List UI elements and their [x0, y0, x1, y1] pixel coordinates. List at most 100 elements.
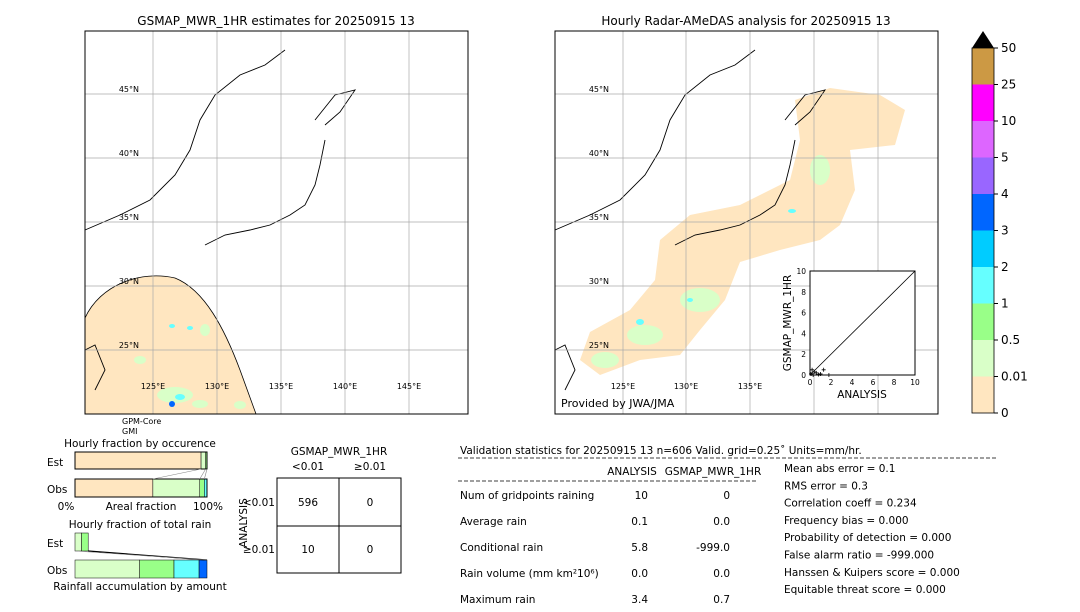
lon-label: 130°E [205, 382, 229, 391]
colorbar-tick-label: 50 [1001, 41, 1016, 55]
lat-label: 45°N [119, 85, 139, 94]
lat-label: 25°N [589, 341, 609, 350]
stat-label: Rain volume (mm km²10⁶) [460, 568, 599, 580]
scatter-ytick: 2 [801, 350, 806, 359]
scatter-ytick: 0 [801, 371, 806, 380]
colorbar-tick-label: 0 [1001, 406, 1009, 420]
connector-line [204, 468, 208, 480]
right-map-title: Hourly Radar-AMeDAS analysis for 2025091… [601, 14, 890, 28]
lon-label: 140°E [333, 382, 357, 391]
scatter-ytick: 8 [801, 288, 806, 297]
scatter-xtick: 4 [850, 378, 855, 387]
colorbar-segment [972, 267, 994, 304]
colorbar-segment [972, 340, 994, 377]
cell: 0 [367, 544, 374, 556]
scatter-point [812, 369, 817, 374]
colorbar-segment [972, 303, 994, 340]
occurrence-row-est: Est [47, 457, 63, 469]
total-rain-title: Hourly fraction of total rain [69, 519, 212, 531]
left-gridlines [85, 31, 468, 414]
stat-gsmap: -999.0 [696, 542, 730, 554]
scatter-ylabel: GSMAP_MWR_1HR [782, 275, 794, 371]
colorbar-tick-label: 10 [1001, 114, 1016, 128]
connector-line [152, 468, 202, 480]
colorbar-segment [972, 194, 994, 231]
colorbar-segment [972, 157, 994, 194]
stat-analysis: 0.0 [631, 568, 648, 580]
one-to-one-line [809, 270, 916, 376]
scatter-xtick: 0 [808, 378, 813, 387]
col-header: <0.01 [292, 461, 324, 473]
colorbar-segment [972, 121, 994, 158]
cell: 596 [298, 497, 318, 509]
col-header: ≥0.01 [354, 461, 386, 473]
stat-analysis: 0.1 [631, 516, 648, 528]
col-header: GSMAP_MWR_1HR [665, 466, 761, 478]
connector-line [74, 550, 208, 561]
stat-label: Conditional rain [460, 542, 543, 554]
sensor-label: GPM-Core [122, 417, 161, 426]
occurrence-obs-frame [74, 478, 208, 498]
lat-label: 30°N [119, 277, 139, 286]
scatter-point [814, 370, 819, 375]
contingency-table: GSMAP_MWR_1HR <0.01 ≥0.01 <0.01 ≥0.01 AN… [238, 446, 402, 574]
total-rain-obs-segment [173, 559, 200, 579]
scatter-point [811, 373, 816, 377]
colorbar-segment [972, 230, 994, 267]
row-header: <0.01 [243, 497, 275, 509]
total-rain-row-obs: Obs [47, 565, 67, 577]
connector-line [199, 468, 206, 480]
colorbar-segment [972, 84, 994, 121]
colorbar-extend-arrow [972, 31, 994, 48]
scatter-point [816, 372, 821, 377]
lon-label: 125°E [611, 382, 635, 391]
scatter-xlabel: ANALYSIS [837, 389, 887, 401]
lon-label: 145°E [397, 382, 421, 391]
total-rain-est-segment [81, 532, 89, 552]
total-rain-xlabel: Rainfall accumulation by amount [53, 581, 226, 593]
cell: 0 [367, 497, 374, 509]
occurrence-est-frame [74, 451, 208, 470]
occurrence-title: Hourly fraction by occurence [64, 438, 216, 450]
score-line: RMS error = 0.3 [784, 480, 868, 492]
score-line: Frequency bias = 0.000 [784, 515, 909, 527]
scatter-point [818, 371, 823, 376]
scatter-xtick: 8 [892, 378, 897, 387]
colorbar-segment [972, 376, 994, 413]
lat-label: 35°N [589, 213, 609, 222]
colorbar-tick-label: 5 [1001, 151, 1009, 165]
scatter-xtick: 2 [829, 378, 834, 387]
lon-label: 135°E [738, 382, 762, 391]
total-rain-obs-segment [198, 559, 208, 579]
lon-label: 125°E [141, 382, 165, 391]
score-line: False alarm ratio = -999.000 [784, 550, 934, 562]
occurrence-est-segment [74, 451, 202, 470]
stat-analysis: 10 [635, 490, 648, 502]
scatter-xtick: 10 [910, 378, 920, 387]
stat-gsmap: 0.0 [713, 568, 730, 580]
stat-analysis: 5.8 [631, 542, 648, 554]
left-map: 45°N 40°N 35°N 30°N 25°N 125°E 130°E 135… [84, 30, 469, 415]
col-header: ANALYSIS [607, 466, 657, 478]
left-map-swath [84, 275, 257, 415]
stat-gsmap: 0 [723, 490, 730, 502]
scatter-point [826, 373, 831, 377]
colorbar-tick-label: 0.5 [1001, 333, 1020, 347]
credit-label: Provided by JWA/JMA [561, 397, 675, 410]
score-line: Hanssen & Kuipers score = 0.000 [784, 567, 960, 579]
stat-label: Average rain [460, 516, 527, 528]
total-rain-est-segment [74, 532, 82, 552]
colorbar: 0 0.01 0.5 1 2 3 4 5 10 25 50 [971, 31, 1028, 420]
occurrence-obs-segment [152, 478, 200, 498]
total-rain-bars [74, 532, 208, 579]
occurrence-xlabel: Areal fraction [106, 501, 177, 513]
validation-stats: Validation statistics for 20250915 13 n=… [458, 445, 996, 606]
scatter-ytick: 4 [801, 329, 806, 338]
colorbar-tick-label: 4 [1001, 187, 1009, 201]
sensor-label: GMI [122, 427, 137, 436]
occurrence-xmax: 100% [193, 501, 223, 513]
stat-label: Maximum rain [460, 594, 535, 606]
stat-analysis: 3.4 [631, 594, 648, 606]
colorbar-tick-label: 3 [1001, 224, 1009, 238]
